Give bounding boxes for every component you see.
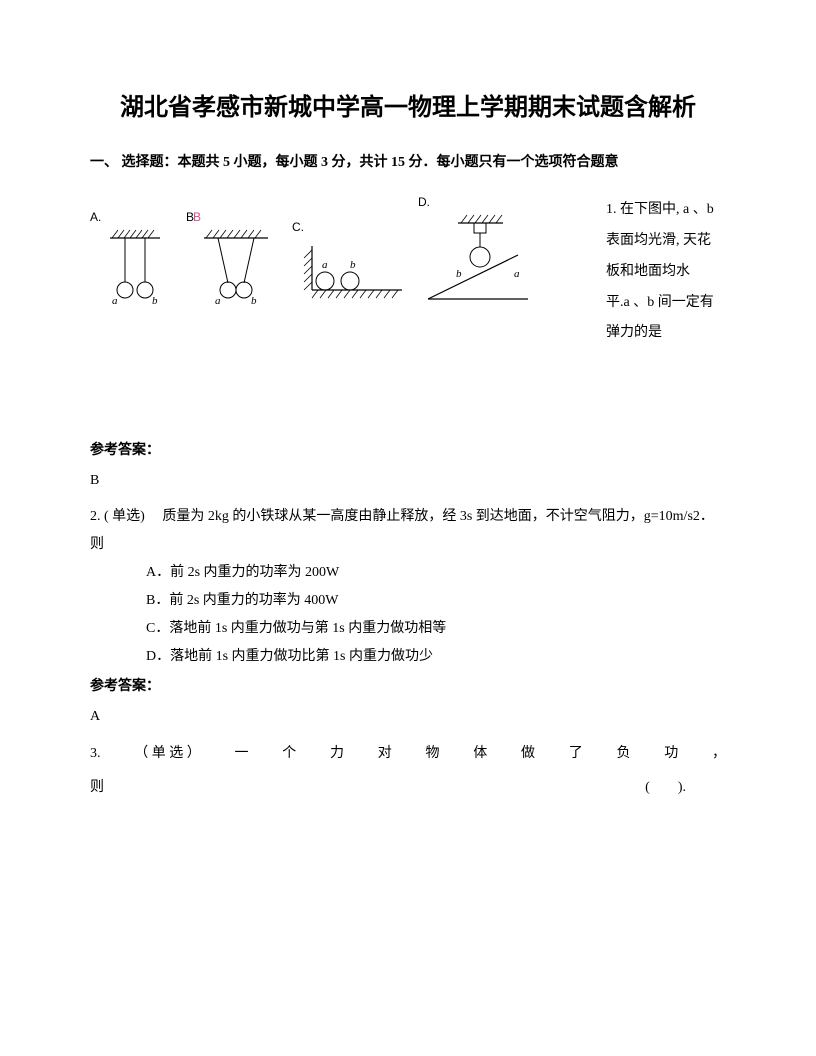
q3-char: 做	[521, 739, 535, 770]
diagram-c-svg: a b	[292, 236, 412, 306]
q2-option-c: C．落地前 1s 内重力做功与第 1s 内重力做功相等	[146, 615, 726, 643]
diagram-d-svg: b a	[418, 211, 538, 306]
diagram-a-svg: a b	[90, 226, 180, 306]
diagram-b: BB a b	[186, 210, 286, 306]
q3-char: 负	[617, 739, 631, 770]
svg-text:a: a	[322, 259, 328, 271]
diagram-label-d: D.	[418, 195, 430, 209]
q3-char: 对	[378, 739, 392, 770]
diagram-label-b: BB	[186, 210, 200, 224]
svg-text:b: b	[152, 295, 158, 306]
q2-answer: A	[90, 709, 726, 725]
diagram-c: C.	[292, 220, 412, 306]
svg-text:b: b	[456, 268, 462, 280]
q1-line: 弹力的是	[606, 318, 726, 349]
q1-answer: B	[90, 473, 726, 489]
q2-option-a: A．前 2s 内重力的功率为 200W	[146, 559, 726, 587]
q3-line2-right: ( ).	[645, 776, 686, 796]
q3-tag: （ 单 选 ）	[134, 739, 201, 770]
page-title: 湖北省孝感市新城中学高一物理上学期期末试题含解析	[90, 90, 726, 126]
diagram-d: D. b a	[418, 195, 538, 306]
diagram-label-c: C.	[292, 220, 304, 234]
q1-line: 表面均光滑, 天花	[606, 226, 726, 257]
question-2-options: A．前 2s 内重力的功率为 200W B．前 2s 内重力的功率为 400W …	[146, 559, 726, 671]
answer-label: 参考答案：	[90, 439, 726, 459]
q1-line: 平.a 、b 间一定有	[606, 288, 726, 319]
svg-text:a: a	[112, 295, 118, 306]
q2-option-b: B．前 2s 内重力的功率为 400W	[146, 587, 726, 615]
question-3-line2: 则 ( ).	[90, 776, 726, 796]
diagram-label-a: A.	[90, 210, 101, 224]
q1-line: 1. 在下图中, a 、b	[606, 195, 726, 226]
svg-text:b: b	[251, 295, 257, 306]
question-3-line1: 3. （ 单 选 ） 一 个 力 对 物 体 做 了 负 功 ，	[90, 739, 726, 770]
q3-char: 体	[473, 739, 487, 770]
q3-char: 个	[282, 739, 296, 770]
svg-text:a: a	[215, 295, 221, 306]
q1-line: 板和地面均水	[606, 257, 726, 288]
q3-char: 了	[569, 739, 583, 770]
diagram-row: A. a b	[90, 195, 596, 306]
q3-prefix: 3.	[90, 739, 101, 770]
q3-char: 物	[426, 739, 440, 770]
q3-line2-left: 则	[90, 776, 104, 796]
diagram-b-svg: a b	[186, 226, 286, 306]
q3-char: 力	[330, 739, 344, 770]
q3-char: 功	[664, 739, 678, 770]
question-2-stem: 2. ( 单选) 质量为 2kg 的小铁球从某一高度由静止释放，经 3s 到达地…	[90, 503, 726, 559]
q2-option-d: D．落地前 1s 内重力做功比第 1s 内重力做功少	[146, 643, 726, 671]
question-1-text: 1. 在下图中, a 、b 表面均光滑, 天花 板和地面均水 平.a 、b 间一…	[596, 195, 726, 349]
question-1: A. a b	[90, 195, 726, 349]
q3-char: ，	[712, 739, 726, 770]
diagram-a: A. a b	[90, 210, 180, 306]
section-heading: 一、 选择题：本题共 5 小题，每小题 3 分，共计 15 分．每小题只有一个选…	[90, 150, 726, 175]
svg-text:b: b	[350, 259, 356, 271]
answer-label: 参考答案：	[90, 675, 726, 695]
svg-text:a: a	[514, 268, 520, 280]
q3-char: 一	[235, 739, 249, 770]
